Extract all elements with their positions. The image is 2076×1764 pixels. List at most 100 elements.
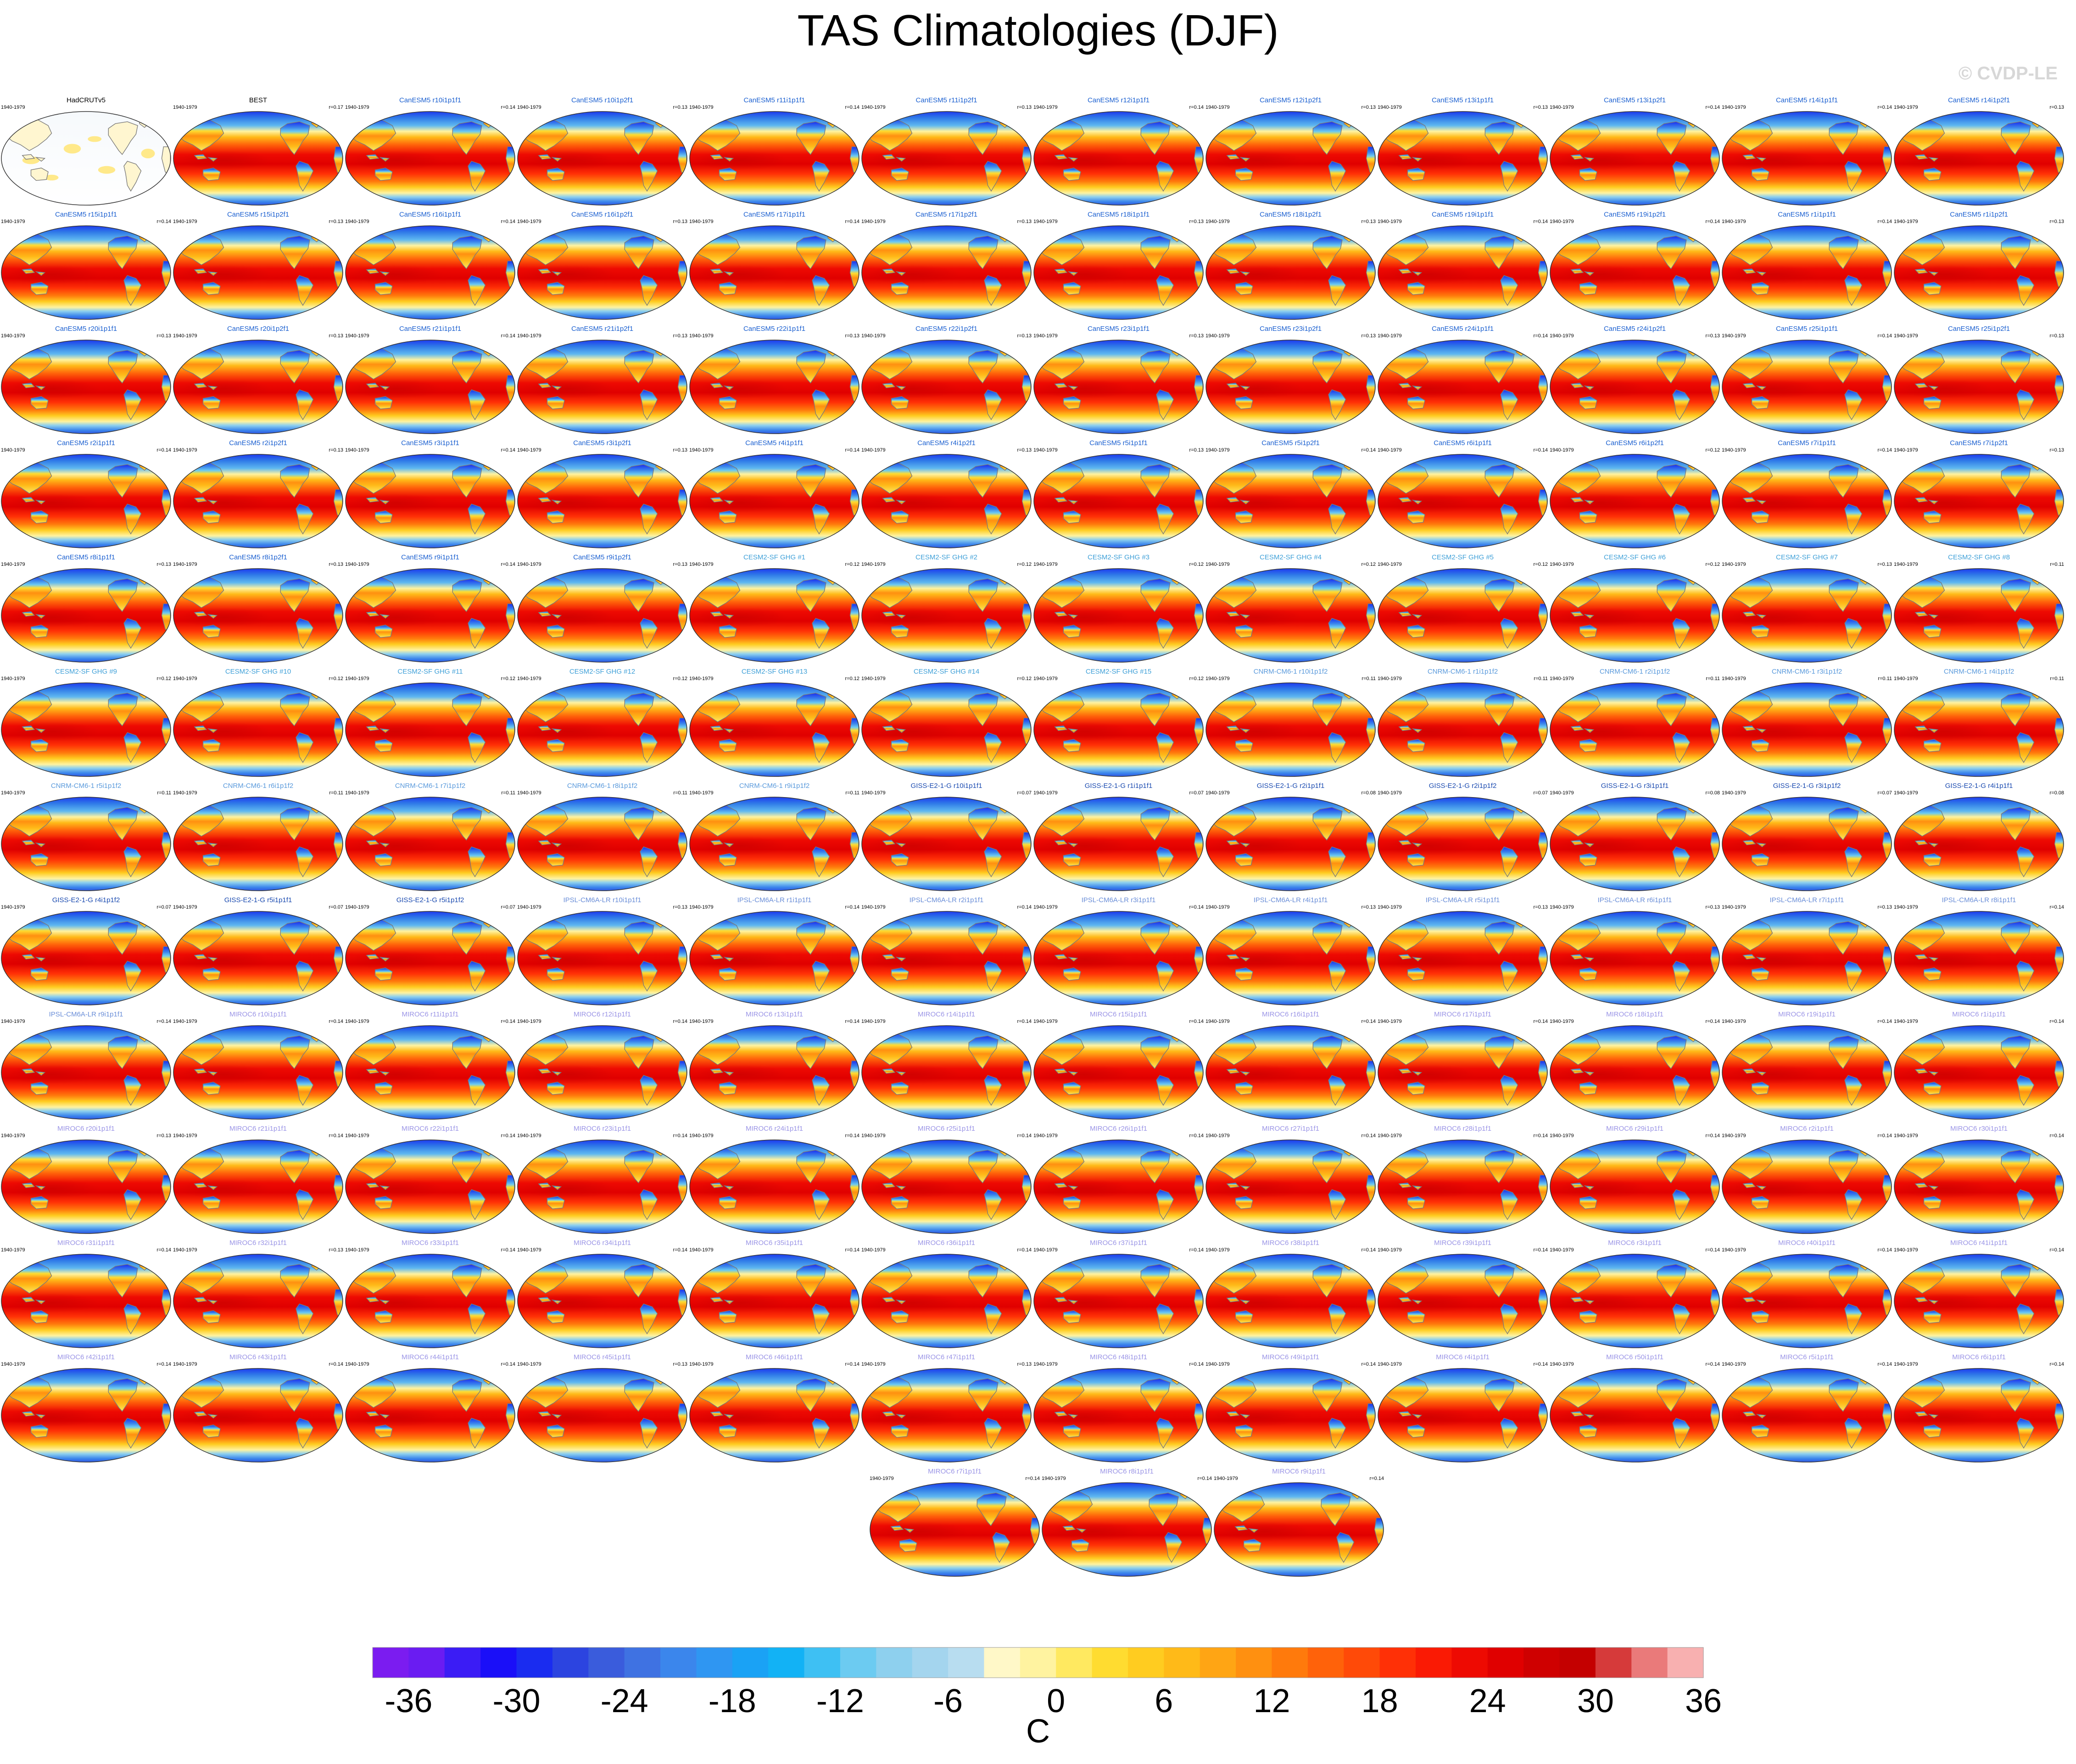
continent-outline <box>640 732 658 763</box>
continent-outline <box>1336 1532 1355 1563</box>
continent-outline <box>984 275 1002 306</box>
map-panel: CanESM5 r3i1p2f1 1940-1979 r=0.13 <box>516 439 688 549</box>
panel-years: 1940-1979 <box>517 790 541 796</box>
continent-outline <box>35 1071 46 1076</box>
map-panel: MIROC6 r22i1p1f1 1940-1979 r=0.14 <box>344 1125 516 1235</box>
continent-outline <box>624 121 654 155</box>
continent-outline <box>1829 921 1859 955</box>
map-panel: MIROC6 r21i1p1f1 1940-1979 r=0.14 <box>172 1125 344 1235</box>
continent-outline <box>123 389 142 420</box>
warm-pool <box>1036 1179 1133 1199</box>
map-panel: CNRM-CM6-1 r10i1p1f2 1940-1979 r=0.11 <box>1205 668 1377 778</box>
world-map <box>1378 225 1548 320</box>
continent-outline <box>379 1071 390 1076</box>
map-border <box>1894 1025 2064 1120</box>
continent-outline <box>710 497 724 502</box>
map-panel: GISS-E2-1-G r5i1p1f1 1940-1979 r=0.07 <box>172 896 344 1006</box>
panel-correlation: r=0.13 <box>329 562 344 567</box>
map-border <box>1 1254 171 1348</box>
panel-correlation: r=0.07 <box>1189 790 1204 796</box>
continent-outline <box>1914 954 1928 960</box>
continent-outline <box>1312 1035 1343 1069</box>
map-panel: CESM2-SF GHG #7 1940-1979 r=0.13 <box>1721 553 1893 664</box>
warm-pool <box>1208 722 1305 742</box>
world-map <box>689 111 859 206</box>
warm-pool <box>175 1065 272 1084</box>
map-border <box>345 797 515 891</box>
warm-pool <box>1896 950 1993 970</box>
map-panel: CanESM5 r13i1p1f1 1940-1979 r=0.13 <box>1377 96 1549 207</box>
warm-pool <box>519 1179 616 1199</box>
continent-outline <box>547 1424 565 1438</box>
warm-pool <box>1724 151 1821 170</box>
panel-correlation: r=0.14 <box>501 333 516 339</box>
warm-pool <box>1380 1407 1477 1427</box>
continent-outline <box>296 618 314 649</box>
warm-pool <box>1380 151 1477 170</box>
continent-outline <box>1928 156 1939 162</box>
continent-outline <box>796 578 826 612</box>
continent-outline <box>108 464 138 498</box>
panel-title: CanESM5 r15i1p2f1 <box>227 211 290 218</box>
map-panel: MIROC6 r43i1p1f1 1940-1979 r=0.14 <box>172 1353 344 1463</box>
continent-outline <box>1156 389 1174 420</box>
warm-pool <box>519 1407 616 1427</box>
continent-outline <box>538 1068 552 1074</box>
map-panel: CanESM5 r15i1p2f1 1940-1979 r=0.13 <box>172 211 344 321</box>
continent-outline <box>374 1424 393 1438</box>
continent-outline <box>547 1196 565 1210</box>
panel-correlation: r=0.14 <box>1189 904 1204 910</box>
continent-outline <box>1164 1532 1183 1563</box>
continent-outline <box>296 389 314 420</box>
panel-title: MIROC6 r50i1p1f1 <box>1606 1353 1664 1361</box>
continent-outline <box>1067 1413 1078 1419</box>
continent-outline <box>108 692 138 726</box>
colorbar-bin <box>1092 1647 1128 1678</box>
world-map <box>861 340 1032 434</box>
warm-pool <box>1208 836 1305 856</box>
map-border <box>1205 111 1376 206</box>
warm-pool <box>864 1407 960 1427</box>
panel-years: 1940-1979 <box>1550 904 1574 910</box>
map-border <box>1378 1254 1548 1348</box>
continent-outline <box>640 960 658 992</box>
continent-outline <box>1312 235 1343 269</box>
continent-outline <box>1063 1424 1081 1438</box>
continent-outline <box>1500 503 1518 535</box>
world-map <box>689 1139 859 1234</box>
continent-outline <box>551 156 562 162</box>
panel-correlation: r=0.13 <box>2049 105 2065 110</box>
continent-outline <box>551 1413 562 1419</box>
map-panel: CESM2-SF GHG #1 1940-1979 r=0.12 <box>688 553 860 664</box>
continent-outline <box>1829 121 1859 155</box>
continent-outline <box>1579 1082 1597 1095</box>
map-panel: GISS-E2-1-G r10i1p1f1 1940-1979 r=0.07 <box>860 782 1032 892</box>
continent-outline <box>366 725 379 731</box>
continent-outline <box>882 954 896 960</box>
panel-years: 1940-1979 <box>1722 904 1746 910</box>
warm-pool <box>1552 1407 1649 1427</box>
warm-pool <box>1380 1179 1477 1199</box>
map-border <box>517 225 687 320</box>
colorbar-bin <box>1272 1647 1308 1678</box>
continent-outline <box>1579 510 1597 524</box>
map-border <box>689 340 859 434</box>
panel-correlation: r=0.13 <box>673 904 688 910</box>
continent-outline <box>452 578 482 612</box>
continent-outline <box>1140 1035 1171 1069</box>
world-map <box>861 1139 1032 1234</box>
continent-outline <box>1844 732 1863 763</box>
warm-pool <box>1208 1407 1305 1427</box>
map-panel: CanESM5 r19i1p2f1 1940-1979 r=0.14 <box>1549 211 1721 321</box>
panel-years: 1940-1979 <box>1722 562 1746 567</box>
panel-title: CNRM-CM6-1 r4i1p1f2 <box>1943 668 2015 675</box>
warm-pool <box>1380 379 1477 399</box>
panel-title: CanESM5 r8i1p2f1 <box>229 553 287 561</box>
map-panel: MIROC6 r24i1p1f1 1940-1979 r=0.14 <box>688 1125 860 1235</box>
panel-correlation: r=0.14 <box>1533 1247 1548 1253</box>
continent-outline <box>1923 1310 1942 1324</box>
world-map <box>1 797 171 891</box>
continent-outline <box>538 725 552 731</box>
continent-outline <box>723 956 734 962</box>
panel-title: CanESM5 r19i1p1f1 <box>1431 211 1494 218</box>
